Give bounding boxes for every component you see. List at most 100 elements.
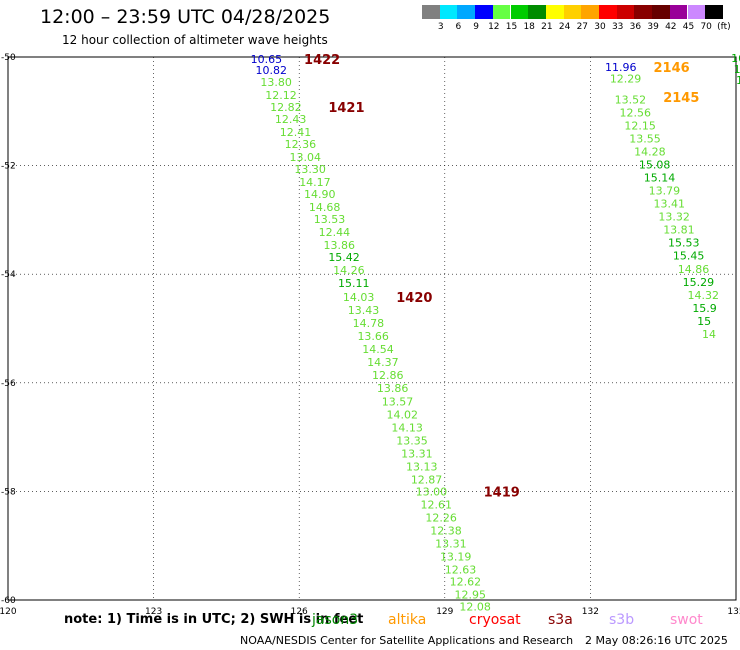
- legend-label: 45: [682, 22, 695, 32]
- legend-swatch: [616, 5, 635, 19]
- wave-height-value: 14.32: [687, 289, 719, 302]
- wave-height-value: 12.56: [620, 106, 652, 119]
- footnote: note: 1) Time is in UTC; 2) SWH is in fe…: [64, 612, 364, 627]
- wave-height-value: 16.: [734, 63, 740, 76]
- legend-label: 39: [647, 22, 659, 32]
- wave-height-value: 12.44: [319, 226, 351, 239]
- wave-height-value: 13.19: [440, 551, 472, 564]
- wave-height-value: 13.32: [658, 211, 690, 224]
- wave-height-value: 15.11: [338, 277, 370, 290]
- wave-height-value: 12.36: [285, 138, 317, 151]
- legend-label: 30: [594, 22, 606, 32]
- wave-height-value: 14.37: [367, 356, 399, 369]
- wave-height-value: 12.08: [459, 601, 491, 614]
- legend-swatch: [439, 5, 458, 19]
- legend-swatch: [705, 5, 723, 19]
- wave-height-value: 13.13: [406, 460, 438, 473]
- wave-height-value: 13.66: [357, 330, 389, 343]
- wave-height-value: 13.35: [396, 434, 428, 447]
- map-frame: [7, 56, 737, 601]
- latitude-tick-label: -52: [1, 162, 16, 172]
- legend-swatch: [634, 5, 653, 19]
- wave-height-value: 14: [702, 328, 716, 341]
- legend-swatch: [528, 5, 546, 19]
- wave-height-value: 13.43: [348, 304, 380, 317]
- wave-height-value: 13.79: [649, 185, 681, 198]
- wave-height-value: 13.31: [401, 447, 433, 460]
- wave-height-value: 12.15: [624, 119, 656, 132]
- wave-height-value: 12.62: [450, 576, 482, 589]
- legend-swatch: [457, 5, 476, 19]
- legend-label: 3: [437, 22, 444, 32]
- legend-swatch: [687, 5, 706, 19]
- wave-height-value: 13.00: [416, 485, 448, 498]
- legend-swatch: [563, 5, 582, 19]
- wave-height-value: 14.78: [353, 317, 385, 330]
- wave-height-value: 14.54: [362, 343, 394, 356]
- wave-height-value: 15.53: [668, 237, 700, 250]
- legend-label: 42: [665, 22, 677, 32]
- satellite-label-s3b: s3b: [609, 612, 635, 628]
- footer-timestamp: 2 May 08:26:16 UTC 2025: [585, 634, 728, 647]
- legend-label: 27: [576, 22, 589, 32]
- wave-height-value: 15.45: [673, 250, 705, 263]
- track-id-label: 1422: [304, 53, 340, 68]
- wave-height-value: 13.55: [629, 132, 661, 145]
- wave-height-value: 12.29: [610, 73, 642, 86]
- satellite-label-swot: swot: [670, 612, 703, 628]
- satellite-label-s3a: s3a: [548, 612, 573, 628]
- map-title: 12:00 – 23:59 UTC 04/28/2025: [40, 6, 331, 28]
- wave-height-value: 14.68: [309, 201, 341, 214]
- satellite-label-jason3: jason3: [312, 612, 359, 628]
- wave-height-value: 12.87: [411, 473, 443, 486]
- wave-height-value: 12.38: [430, 524, 462, 537]
- wave-height-value: 15.14: [644, 172, 676, 185]
- satellite-label-cryosat: cryosat: [469, 612, 521, 628]
- legend-swatch: [581, 5, 599, 19]
- legend-swatch: [510, 5, 529, 19]
- wave-height-value: 15.42: [328, 251, 360, 264]
- wave-height-value: 12.82: [270, 101, 302, 114]
- wave-height-value: 15: [736, 74, 740, 87]
- legend-swatch: [652, 5, 670, 19]
- wave-height-value: 15.08: [639, 159, 671, 172]
- latitude-tick-label: -54: [1, 270, 16, 280]
- wave-height-value: 14.26: [333, 264, 365, 277]
- legend-label: 9: [473, 22, 479, 32]
- wave-height-value: 14.28: [634, 145, 666, 158]
- wave-height-value: 14.86: [678, 263, 710, 276]
- latitude-tick-label: -56: [1, 379, 16, 389]
- wave-height-value: 10.65: [251, 53, 283, 66]
- legend-label: 33: [611, 22, 624, 32]
- longitude-tick-label: 123: [145, 607, 162, 617]
- legend-swatch: [669, 5, 688, 19]
- wave-height-value: 13.52: [615, 93, 647, 106]
- wave-height-value: 12.86: [372, 369, 404, 382]
- legend-unit: (ft): [717, 22, 731, 32]
- legend-label: 70: [700, 22, 712, 32]
- wave-height-value: 13.31: [435, 538, 467, 551]
- wave-height-value: 13.53: [314, 213, 346, 226]
- legend-swatch: [599, 5, 617, 19]
- latitude-tick-label: -50: [1, 53, 16, 63]
- legend-swatch: [475, 5, 493, 19]
- wave-height-value: 15.29: [683, 276, 715, 289]
- wave-height-value: 15.9: [692, 302, 717, 315]
- wave-height-value: 12.43: [275, 113, 307, 126]
- wave-height-value: 16.4: [731, 52, 740, 65]
- longitude-tick-label: 132: [582, 607, 599, 617]
- track-id-label: 2145: [663, 91, 699, 106]
- wave-height-value: 14.90: [304, 188, 336, 201]
- wave-height-value: 13.81: [663, 224, 695, 237]
- wave-height-value: 12.61: [421, 498, 453, 511]
- track-id-label: 2146: [653, 61, 689, 76]
- map-subtitle: 12 hour collection of altimeter wave hei…: [62, 33, 328, 47]
- wave-height-value: 11.96: [605, 61, 637, 74]
- wave-height-value: 12.12: [265, 89, 297, 102]
- wave-height-value: 13.57: [382, 395, 414, 408]
- latitude-tick-label: -60: [1, 596, 16, 606]
- legend-swatch: [545, 5, 564, 19]
- wave-height-value: 13.80: [260, 76, 292, 89]
- wave-height-value: 14.13: [391, 421, 423, 434]
